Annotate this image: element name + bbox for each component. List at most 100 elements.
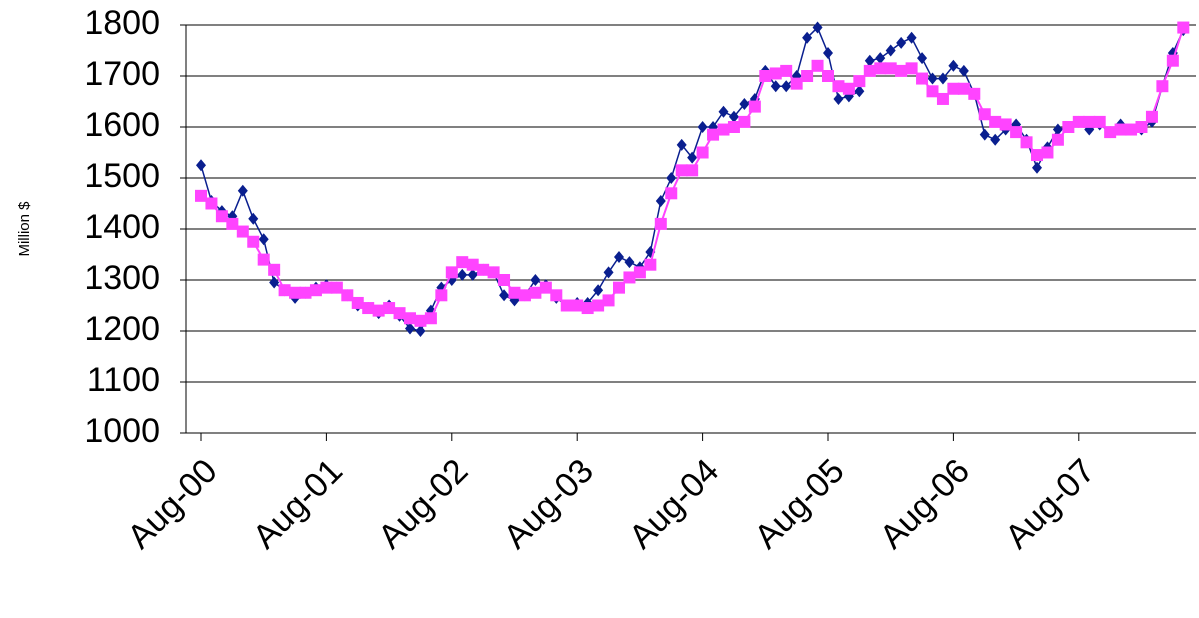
marker	[530, 274, 541, 286]
marker	[916, 72, 929, 85]
marker	[687, 151, 698, 164]
marker	[1083, 115, 1096, 128]
marker	[885, 44, 896, 57]
marker	[770, 80, 781, 93]
marker	[1156, 80, 1169, 93]
marker	[905, 62, 918, 75]
marker	[728, 110, 739, 123]
marker	[445, 266, 458, 279]
marker	[1135, 121, 1148, 133]
marker	[258, 233, 269, 246]
marker	[603, 266, 614, 279]
marker	[1125, 123, 1138, 136]
marker	[769, 67, 782, 80]
marker	[906, 31, 917, 44]
marker	[269, 276, 280, 289]
marker	[926, 85, 939, 98]
marker	[623, 271, 636, 284]
marker	[675, 164, 688, 177]
marker	[832, 80, 845, 93]
marker	[602, 294, 615, 307]
marker	[1010, 126, 1023, 139]
marker	[1032, 161, 1042, 174]
x-tick-label: Aug-00	[120, 452, 224, 556]
marker	[415, 325, 426, 337]
marker	[383, 302, 396, 315]
marker	[624, 256, 635, 269]
marker	[477, 263, 490, 276]
marker	[1114, 123, 1127, 136]
marker	[236, 225, 249, 238]
y-tick-label: 1400	[84, 208, 160, 246]
marker	[666, 172, 677, 184]
marker	[581, 302, 594, 315]
marker	[487, 266, 500, 279]
marker	[1020, 136, 1033, 149]
x-tick-label: Aug-03	[496, 452, 600, 556]
y-tick-label: 1200	[84, 310, 160, 348]
series-line	[200, 26, 1184, 332]
y-tick-label: 1100	[87, 361, 160, 399]
marker	[593, 284, 604, 297]
marker	[853, 75, 866, 88]
x-tick-label: Aug-04	[622, 452, 726, 556]
marker	[937, 72, 948, 85]
marker	[864, 54, 875, 67]
marker	[696, 146, 709, 159]
marker	[896, 36, 907, 49]
marker	[697, 121, 708, 133]
marker	[947, 82, 960, 95]
marker	[205, 197, 218, 210]
marker	[812, 21, 823, 34]
marker	[466, 258, 479, 271]
marker	[414, 314, 427, 327]
marker	[237, 184, 248, 197]
marker	[215, 210, 228, 223]
marker	[802, 31, 813, 44]
marker	[989, 115, 1002, 128]
marker	[571, 299, 584, 312]
x-tick-label: Aug-02	[371, 452, 475, 556]
marker	[309, 284, 322, 297]
marker	[644, 258, 657, 271]
marker	[875, 52, 886, 65]
marker	[978, 108, 991, 121]
marker	[979, 128, 990, 141]
marker	[330, 281, 343, 294]
marker	[968, 87, 981, 100]
marker	[289, 286, 302, 299]
marker	[738, 115, 751, 128]
marker	[1052, 123, 1063, 136]
marker	[592, 299, 605, 312]
marker	[614, 251, 624, 264]
x-tick-label: Aug-07	[998, 452, 1102, 556]
y-tick-label: 1300	[84, 259, 160, 297]
marker	[780, 64, 793, 77]
marker	[550, 289, 563, 302]
marker	[936, 92, 949, 105]
marker	[759, 70, 772, 82]
marker	[948, 59, 959, 72]
marker	[1031, 149, 1043, 162]
marker	[1166, 54, 1179, 67]
marker	[613, 281, 625, 294]
marker	[518, 289, 531, 302]
marker	[248, 212, 259, 225]
marker	[278, 284, 291, 297]
y-axis-label: Million $	[16, 201, 33, 257]
marker	[456, 256, 469, 269]
marker	[781, 80, 792, 93]
marker	[665, 187, 678, 200]
marker	[529, 286, 542, 299]
marker	[654, 217, 667, 230]
marker	[801, 70, 814, 82]
marker	[435, 289, 448, 302]
marker	[645, 245, 656, 258]
x-tick-label: Aug-06	[873, 452, 977, 556]
marker	[895, 64, 908, 77]
x-tick-label: Aug-01	[246, 452, 350, 556]
marker	[990, 133, 1001, 146]
marker	[717, 123, 730, 136]
marker	[790, 77, 803, 90]
